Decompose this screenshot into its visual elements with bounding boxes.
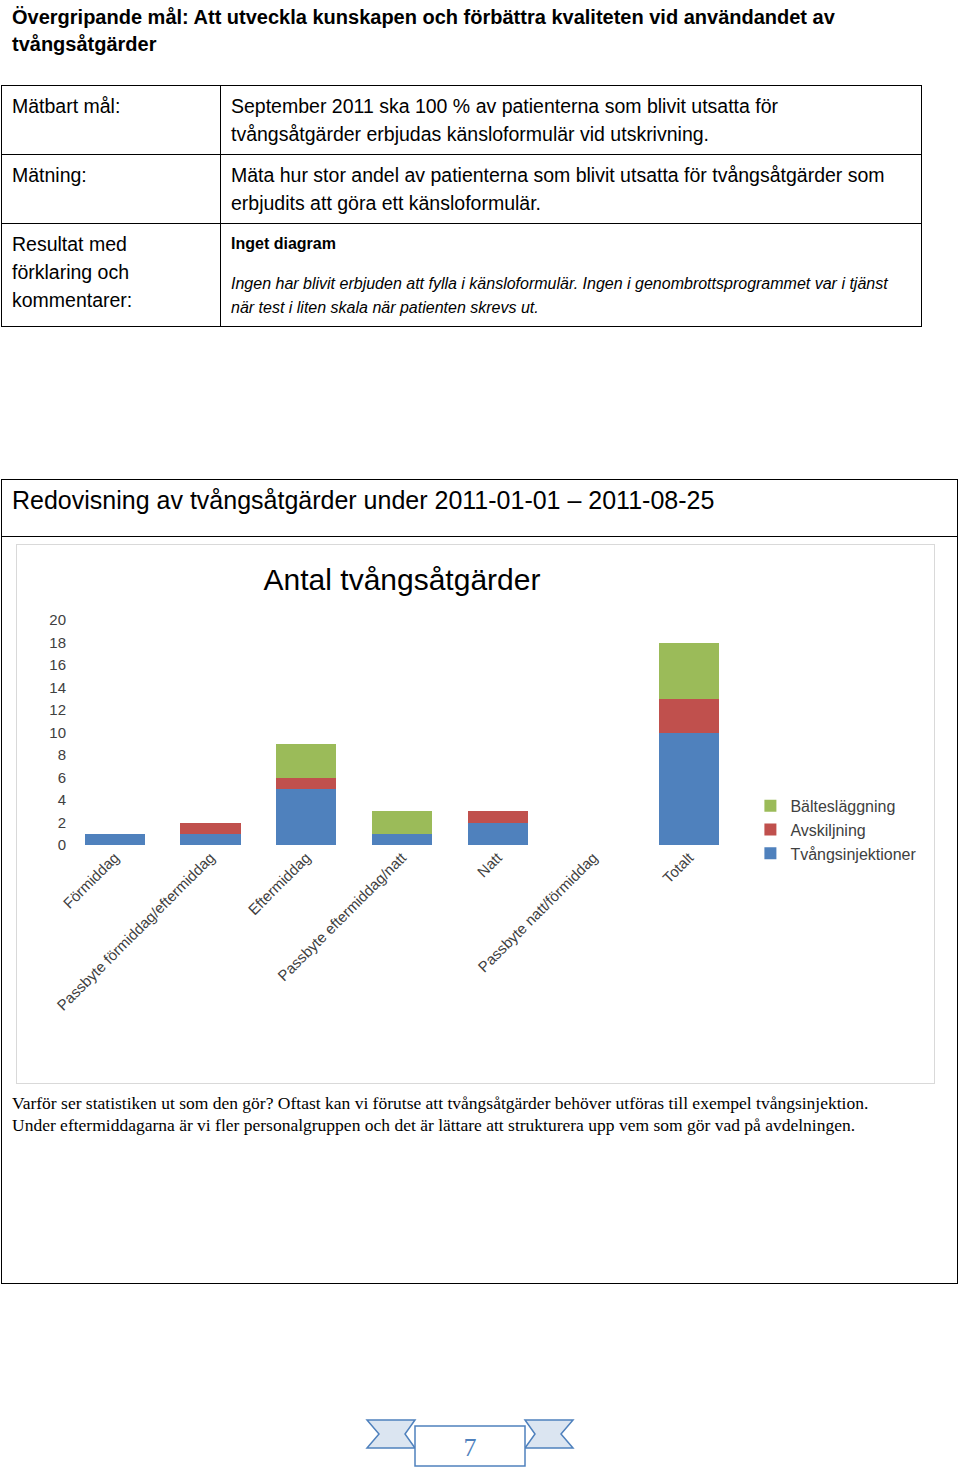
html-text:Inget diagram: Inget diagram	[231, 235, 336, 252]
svg-text:16: 16	[49, 656, 66, 673]
html-text:Ingen har blivit erbjuden att: Ingen har blivit erbjuden att fylla i kä…	[231, 275, 888, 316]
svg-text:Natt: Natt	[474, 848, 506, 880]
html-text:Mäta hur stor andel av patient: Mäta hur stor andel av patienterna som b…	[231, 164, 885, 214]
svg-text:Passbyte eftermiddag/natt: Passbyte eftermiddag/natt	[274, 848, 410, 984]
svg-text:Antal tvångsåtgärder: Antal tvångsåtgärder	[264, 563, 541, 596]
svg-text:6: 6	[58, 769, 66, 786]
svg-text:8: 8	[58, 746, 66, 763]
html-text:Varför ser statistiken ut som: Varför ser statistiken ut som den gör? O…	[12, 1093, 869, 1135]
svg-text:Passbyte natt/förmiddag: Passbyte natt/förmiddag	[474, 849, 600, 975]
svg-text:Eftermiddag: Eftermiddag	[245, 849, 314, 918]
svg-text:Förmiddag: Förmiddag	[60, 849, 123, 912]
html-text:September 2011 ska 100 % av pa: September 2011 ska 100 % av patienterna …	[231, 95, 778, 145]
svg-text:Tvångsinjektioner: Tvångsinjektioner	[790, 845, 916, 862]
html-text:Övergripande mål: Att utveckla: Övergripande mål: Att utveckla kunskapen…	[12, 6, 835, 55]
svg-text:Bältesläggning: Bältesläggning	[790, 798, 895, 815]
svg-text:2: 2	[58, 814, 66, 831]
svg-text:Avskiljning: Avskiljning	[790, 822, 865, 839]
svg-text:20: 20	[49, 611, 66, 628]
html-text:Resultat med förklaring och ko: Resultat med förklaring och kommentarer:	[12, 233, 133, 311]
svg-text:12: 12	[49, 701, 66, 718]
html-text:Mätbart mål:: Mätbart mål:	[12, 95, 121, 117]
html-text:Mätning:: Mätning:	[12, 164, 87, 186]
svg-text:Totalt: Totalt	[659, 848, 697, 886]
svg-text:18: 18	[49, 634, 66, 651]
svg-text:0: 0	[58, 836, 66, 853]
html-text:Redovisning av tvångsåtgärder: Redovisning av tvångsåtgärder under 2011…	[12, 486, 715, 514]
svg-text:4: 4	[58, 791, 66, 808]
svg-text:7: 7	[464, 1433, 477, 1462]
svg-text:14: 14	[49, 679, 66, 696]
svg-text:10: 10	[49, 724, 66, 741]
svg-text:Passbyte förmiddag/eftermiddag: Passbyte förmiddag/eftermiddag	[53, 849, 218, 1014]
